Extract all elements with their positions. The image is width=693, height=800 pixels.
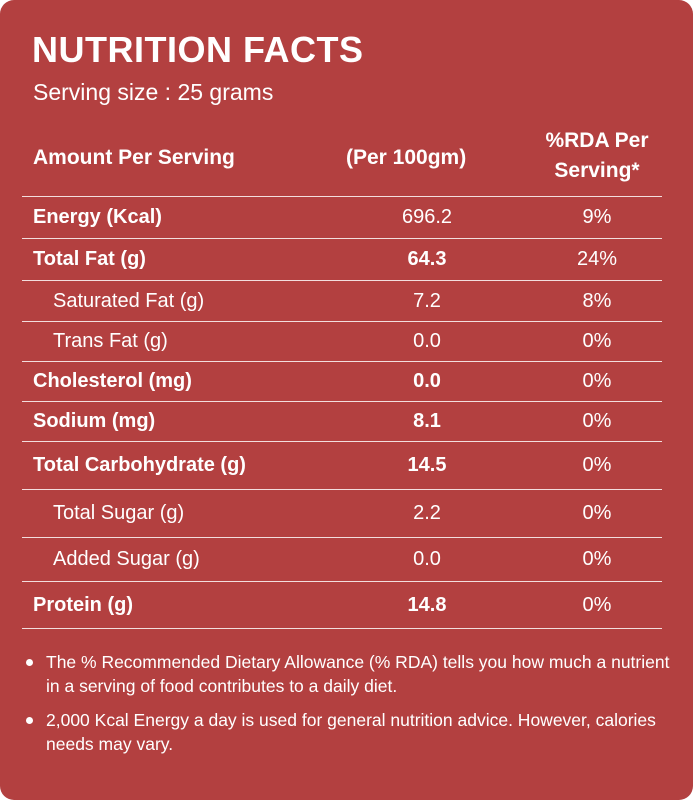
- rda-value: 0%: [582, 410, 612, 432]
- column-header-amount: Amount Per Serving: [33, 146, 235, 169]
- table-row: Cholesterol (mg) 0.0 0%: [22, 362, 662, 402]
- per-100g-value: 0.0: [413, 370, 441, 392]
- rda-value: 0%: [582, 330, 612, 352]
- nutrition-table: Amount Per Serving (Per 100gm) %RDA Per …: [22, 126, 662, 629]
- nutrient-name: Trans Fat (g): [53, 330, 168, 352]
- nutrient-name: Cholesterol (mg): [33, 370, 192, 392]
- footnote-text: 2,000 Kcal Energy a day is used for gene…: [46, 710, 656, 754]
- table-header: Amount Per Serving (Per 100gm) %RDA Per …: [22, 126, 662, 197]
- per-100g-value: 0.0: [413, 330, 441, 352]
- per-100g-value: 7.2: [413, 289, 441, 312]
- table-row: Saturated Fat (g) 7.2 8%: [22, 281, 662, 322]
- table-row: Sodium (mg) 8.1 0%: [22, 402, 662, 442]
- table-row: Added Sugar (g) 0.0 0%: [22, 538, 662, 582]
- rda-value: 0%: [582, 548, 612, 570]
- column-header-rda: %RDA Per Serving*: [545, 129, 649, 182]
- nutrient-name: Energy (Kcal): [33, 206, 162, 228]
- rda-value: 0%: [582, 593, 612, 616]
- per-100g-value: 64.3: [407, 248, 447, 270]
- table-row: Total Sugar (g) 2.2 0%: [22, 490, 662, 538]
- table-row: Protein (g) 14.8 0%: [22, 582, 662, 629]
- nutrient-name: Total Sugar (g): [53, 502, 185, 524]
- column-header-per-100g: (Per 100gm): [346, 146, 467, 169]
- rda-value: 9%: [582, 206, 612, 228]
- per-100g-value: 696.2: [401, 206, 453, 228]
- table-row: Energy (Kcal) 696.2 9%: [22, 197, 662, 239]
- rda-value: 8%: [582, 289, 612, 312]
- page-title: NUTRITION FACTS: [32, 29, 364, 70]
- table-row: Total Fat (g) 64.3 24%: [22, 239, 662, 281]
- bullet-icon: [26, 659, 33, 666]
- nutrient-name: Total Carbohydrate (g): [33, 454, 246, 476]
- nutrient-name: Sodium (mg): [33, 410, 156, 432]
- table-row: Trans Fat (g) 0.0 0%: [22, 322, 662, 362]
- nutrient-name: Saturated Fat (g): [53, 289, 205, 312]
- rda-value: 0%: [582, 454, 612, 476]
- footnote-item: The % Recommended Dietary Allowance (% R…: [24, 650, 674, 698]
- nutrient-name: Protein (g): [33, 593, 133, 616]
- nutrient-name: Added Sugar (g): [53, 548, 200, 570]
- per-100g-value: 14.8: [407, 593, 447, 616]
- nutrient-name: Total Fat (g): [33, 248, 146, 270]
- footnote-text: The % Recommended Dietary Allowance (% R…: [46, 652, 670, 696]
- rda-value: 0%: [582, 370, 612, 392]
- table-row: Total Carbohydrate (g) 14.5 0%: [22, 442, 662, 490]
- rda-value: 0%: [582, 502, 612, 524]
- bullet-icon: [26, 717, 33, 724]
- footnote-item: 2,000 Kcal Energy a day is used for gene…: [24, 708, 674, 756]
- per-100g-value: 2.2: [413, 502, 441, 524]
- per-100g-value: 0.0: [413, 548, 441, 570]
- footnotes: The % Recommended Dietary Allowance (% R…: [24, 650, 674, 766]
- per-100g-value: 8.1: [413, 410, 441, 432]
- serving-size: Serving size : 25 grams: [33, 79, 274, 105]
- rda-value: 24%: [576, 248, 618, 270]
- per-100g-value: 14.5: [407, 454, 447, 476]
